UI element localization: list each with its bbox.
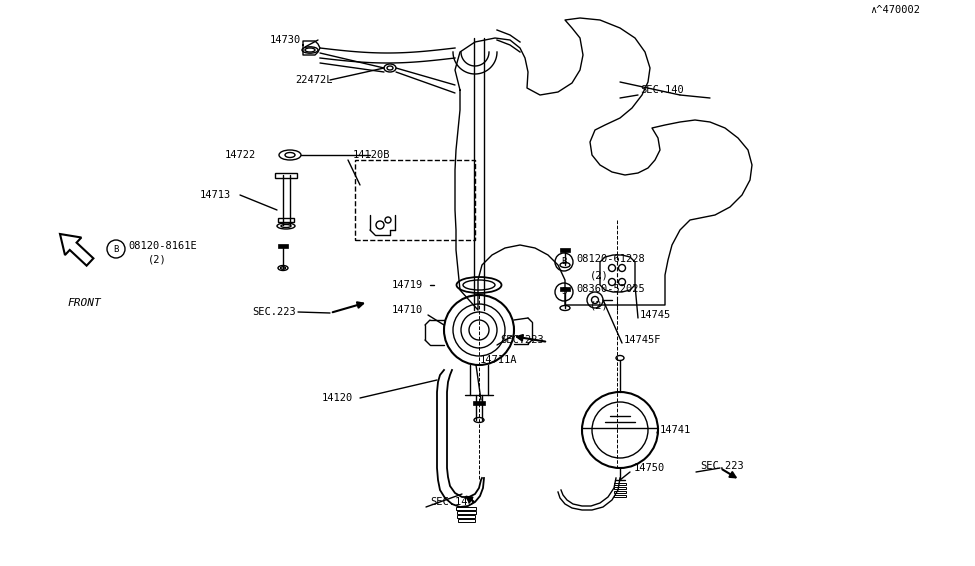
Text: (2): (2) (590, 270, 608, 280)
Text: 14745: 14745 (640, 310, 671, 320)
Bar (614, 487, 626, 489)
Text: 14120B: 14120B (353, 150, 391, 160)
Text: 14719: 14719 (392, 280, 423, 290)
Bar (457, 519, 475, 522)
Text: 14711A: 14711A (480, 355, 518, 365)
Text: 14120: 14120 (322, 393, 353, 403)
Text: SEC.223: SEC.223 (500, 335, 544, 345)
Text: 08120-8161E: 08120-8161E (128, 241, 197, 251)
Text: (2): (2) (590, 300, 608, 310)
Text: 14741: 14741 (660, 425, 691, 435)
Bar (614, 491, 626, 493)
Text: 14722: 14722 (225, 150, 256, 160)
FancyArrow shape (60, 234, 94, 265)
Text: ∧^470002: ∧^470002 (870, 5, 920, 15)
Bar (560, 287, 570, 291)
Text: SEC.140: SEC.140 (640, 85, 683, 95)
Bar (275, 173, 297, 178)
Bar (278, 244, 288, 248)
Text: 14710: 14710 (392, 305, 423, 315)
Text: B: B (113, 245, 119, 254)
Text: B: B (562, 258, 566, 267)
Bar (614, 482, 626, 485)
Bar (560, 248, 570, 252)
Text: FRONT: FRONT (68, 298, 101, 308)
Text: S: S (562, 288, 566, 297)
Text: 14750: 14750 (634, 463, 665, 473)
Bar (278, 218, 294, 222)
Text: SEC.223: SEC.223 (252, 307, 295, 317)
Text: 22472L: 22472L (295, 75, 332, 85)
Text: SEC.223: SEC.223 (700, 461, 744, 471)
Text: 14745F: 14745F (624, 335, 661, 345)
Bar (456, 507, 476, 510)
Bar (355, 160, 475, 240)
Text: 08120-61228: 08120-61228 (576, 254, 644, 264)
Bar (473, 401, 485, 405)
Text: (2): (2) (148, 255, 167, 265)
Text: SEC.140: SEC.140 (430, 497, 474, 507)
Text: 14730: 14730 (270, 35, 301, 45)
Text: 08360-52025: 08360-52025 (576, 284, 644, 294)
Text: 14713: 14713 (200, 190, 231, 200)
Bar (457, 515, 475, 518)
Bar (614, 495, 626, 497)
Bar (456, 511, 476, 514)
